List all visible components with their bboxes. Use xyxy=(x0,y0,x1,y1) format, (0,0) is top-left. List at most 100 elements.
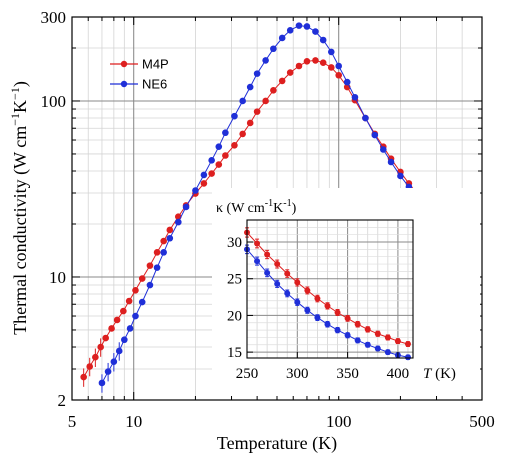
main-point-m4p xyxy=(86,363,94,370)
main-point-m4p xyxy=(166,226,174,234)
inset-point-ne6 xyxy=(384,349,391,356)
main-point-ne6 xyxy=(166,234,174,242)
main-point-ne6 xyxy=(335,62,343,70)
inset-point-m4p xyxy=(264,251,271,258)
inset-point-ne6 xyxy=(344,332,351,339)
main-x-tick-label: 500 xyxy=(469,412,495,431)
main-point-m4p xyxy=(125,297,133,305)
main-point-m4p xyxy=(246,119,254,127)
inset-series xyxy=(244,227,411,361)
main-point-m4p xyxy=(286,69,294,76)
inset-point-m4p xyxy=(374,330,381,337)
main-point-m4p xyxy=(278,77,286,85)
main-point-m4p xyxy=(239,130,246,138)
inset-point-ne6 xyxy=(294,299,301,306)
inset-point-ne6 xyxy=(314,314,321,321)
inset-point-ne6 xyxy=(254,258,261,265)
main-y-tick-label: 300 xyxy=(41,8,67,27)
inset-x-axis-title-t: T xyxy=(423,366,433,382)
inset-point-m4p xyxy=(324,302,331,309)
main-point-ne6 xyxy=(387,158,395,166)
inset-title: κ (W cm-1K-1) xyxy=(216,198,297,216)
inset-y-tick-label: 20 xyxy=(227,308,242,324)
main-point-ne6 xyxy=(115,347,123,355)
main-line-m4p xyxy=(83,59,467,378)
legend-label-m4p: M4P xyxy=(142,57,169,72)
inset-point-ne6 xyxy=(304,307,311,314)
legend-marker-m4p xyxy=(120,60,128,68)
main-point-ne6 xyxy=(351,93,359,101)
legend-item-m4p: M4P xyxy=(110,57,169,72)
main-point-ne6 xyxy=(174,218,182,226)
main-point-ne6 xyxy=(379,146,387,153)
inset-point-m4p xyxy=(384,334,391,341)
inset-x-axis-title: T (K) xyxy=(423,366,456,382)
main-point-ne6 xyxy=(278,34,286,42)
main-point-ne6 xyxy=(246,83,254,91)
main-x-tick-label: 10 xyxy=(125,412,142,431)
main-point-ne6 xyxy=(200,171,208,179)
inset-point-ne6 xyxy=(274,280,281,287)
inset-point-m4p xyxy=(404,341,411,348)
inset-title-exp2: -1 xyxy=(283,198,291,209)
main-point-m4p xyxy=(200,180,208,187)
main-point-m4p xyxy=(153,249,161,256)
main-point-ne6 xyxy=(110,358,118,366)
main-point-ne6 xyxy=(208,157,215,164)
inset-point-m4p xyxy=(334,309,341,316)
main-point-ne6 xyxy=(397,172,404,180)
main-point-m4p xyxy=(138,275,146,282)
main-point-ne6 xyxy=(262,57,269,64)
legend-item-ne6: NE6 xyxy=(110,77,167,92)
inset-x-axis-title-unit: (K) xyxy=(431,366,456,382)
main-point-m4p xyxy=(262,97,269,105)
main-point-m4p xyxy=(319,59,327,66)
y-axis-title-exp2: −1 xyxy=(8,87,22,100)
main-point-ne6 xyxy=(253,70,261,77)
y-axis-title-mid: K xyxy=(10,100,30,113)
legend-marker-ne6 xyxy=(120,80,128,88)
main-point-m4p xyxy=(335,71,343,79)
inset-ticks: 250 300 350 400 15 20 25 30 xyxy=(227,235,409,382)
inset-y-tick-label: 30 xyxy=(227,235,242,251)
inset-title-close: ) xyxy=(292,201,297,216)
main-point-ne6 xyxy=(371,131,379,139)
main-point-m4p xyxy=(312,57,319,64)
inset-point-m4p xyxy=(254,240,261,247)
main-point-ne6 xyxy=(327,48,335,56)
main-point-ne6 xyxy=(132,312,139,320)
main-point-ne6 xyxy=(270,45,277,53)
inset-point-ne6 xyxy=(354,337,361,344)
main-point-m4p xyxy=(327,64,335,71)
inset-point-m4p xyxy=(284,270,291,277)
main-y-tick-label: 10 xyxy=(49,268,66,287)
main-point-ne6 xyxy=(239,97,246,105)
inset-y-tick-label: 25 xyxy=(227,272,242,288)
main-y-tick-label: 2 xyxy=(58,391,67,410)
main-point-ne6 xyxy=(192,187,199,194)
main-point-ne6 xyxy=(312,28,319,35)
main-point-ne6 xyxy=(98,379,106,387)
inset-point-m4p xyxy=(314,295,321,302)
main-point-ne6 xyxy=(303,23,311,30)
y-axis-title: Thermal conductivity (W cm−1K−1) xyxy=(8,81,31,335)
legend-label-ne6: NE6 xyxy=(142,77,167,92)
inset-point-ne6 xyxy=(364,341,371,348)
main-point-m4p xyxy=(303,58,311,65)
main-point-ne6 xyxy=(182,203,190,211)
x-axis-title: Temperature (K) xyxy=(217,433,337,454)
main-x-tick-label: 100 xyxy=(326,412,352,431)
main-point-m4p xyxy=(208,170,215,177)
inset-point-m4p xyxy=(354,321,361,328)
main-point-m4p xyxy=(295,62,303,70)
inset-point-ne6 xyxy=(404,354,411,361)
main-point-m4p xyxy=(160,237,167,245)
main-point-m4p xyxy=(108,325,115,332)
inset-x-tick-label: 300 xyxy=(286,366,309,382)
main-point-m4p xyxy=(222,152,229,159)
inset-title-mid: K xyxy=(273,201,283,216)
main-point-ne6 xyxy=(343,78,351,86)
